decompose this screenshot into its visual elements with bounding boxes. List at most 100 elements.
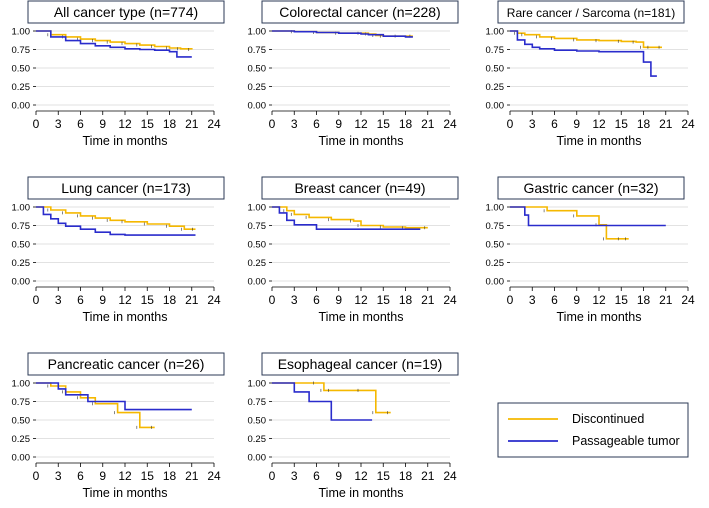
x-tick-label: 12 <box>118 293 132 307</box>
x-tick-label: 24 <box>443 469 457 483</box>
x-tick-label: 6 <box>77 117 84 131</box>
km-panel: Pancreatic cancer (n=26)0.000.250.500.75… <box>12 353 225 500</box>
x-axis-label: Time in months <box>557 134 642 148</box>
x-tick-label: 3 <box>291 469 298 483</box>
x-tick-label: 6 <box>313 117 320 131</box>
y-tick-label: 0.50 <box>12 240 31 251</box>
x-tick-label: 6 <box>77 293 84 307</box>
x-tick-label: 24 <box>681 117 695 131</box>
x-tick-label: 15 <box>141 117 155 131</box>
x-tick-label: 12 <box>354 293 368 307</box>
x-tick-label: 9 <box>335 469 342 483</box>
x-tick-label: 0 <box>33 293 40 307</box>
y-tick-label: 0.00 <box>12 453 31 464</box>
x-tick-label: 24 <box>681 293 695 307</box>
y-tick-label: 0.75 <box>248 221 267 232</box>
x-tick-label: 15 <box>377 117 391 131</box>
y-tick-label: 0.25 <box>12 258 31 269</box>
km-panel: Lung cancer (n=173) 0.00 0.25 0.50 0.75 1.00 0… <box>12 177 225 324</box>
x-tick-label: 18 <box>637 117 651 131</box>
panel-title: All cancer type (n=774) <box>54 4 198 20</box>
x-tick-label: 24 <box>207 293 221 307</box>
x-tick-label: 21 <box>185 293 199 307</box>
x-axis-label: Time in months <box>319 310 404 324</box>
y-tick-label: 0.50 <box>12 416 31 427</box>
y-tick-label: 0.25 <box>12 82 31 93</box>
x-tick-label: 15 <box>141 293 155 307</box>
y-tick-label: 1.00 <box>248 203 267 214</box>
x-axis-label: Time in months <box>319 134 404 148</box>
y-tick-label: 0.75 <box>12 45 31 56</box>
x-tick-label: 0 <box>269 469 276 483</box>
x-tick-label: 21 <box>421 117 435 131</box>
x-tick-label: 3 <box>529 117 536 131</box>
x-tick-label: 9 <box>335 117 342 131</box>
y-tick-label: 0.00 <box>248 277 267 288</box>
y-tick-label: 0.75 <box>486 45 505 56</box>
y-tick-label: 0.25 <box>248 258 267 269</box>
x-tick-label: 9 <box>573 117 580 131</box>
x-tick-label: 21 <box>421 469 435 483</box>
x-tick-label: 12 <box>592 293 606 307</box>
x-tick-label: 3 <box>529 293 536 307</box>
y-tick-label: 0.00 <box>248 453 267 464</box>
legend: Discontinued Passageable tumor <box>498 403 688 457</box>
panel-title: Breast cancer (n=49) <box>294 180 425 196</box>
y-tick-label: 1.00 <box>486 203 505 214</box>
x-tick-label: 18 <box>399 293 413 307</box>
y-tick-label: 0.00 <box>486 101 505 112</box>
panel-title: Esophageal cancer (n=19) <box>278 356 443 372</box>
y-tick-label: 0.50 <box>248 416 267 427</box>
series-line-passageable <box>510 31 657 76</box>
y-tick-label: 1.00 <box>248 379 267 390</box>
x-tick-label: 9 <box>99 117 106 131</box>
x-tick-label: 12 <box>354 469 368 483</box>
panel-title: Gastric cancer (n=32) <box>524 180 659 196</box>
y-tick-label: 0.25 <box>248 434 267 445</box>
x-tick-label: 3 <box>291 293 298 307</box>
x-tick-label: 15 <box>377 293 391 307</box>
y-tick-label: 0.00 <box>486 277 505 288</box>
x-tick-label: 15 <box>615 293 629 307</box>
panel-title: Rare cancer / Sarcoma (n=181) <box>507 6 675 20</box>
x-tick-label: 15 <box>615 117 629 131</box>
x-tick-label: 0 <box>507 117 514 131</box>
x-tick-label: 9 <box>573 293 580 307</box>
x-tick-label: 24 <box>207 117 221 131</box>
x-tick-label: 3 <box>55 293 62 307</box>
x-tick-label: 3 <box>291 117 298 131</box>
x-tick-label: 3 <box>55 117 62 131</box>
legend-label-discontinued: Discontinued <box>572 412 644 426</box>
x-tick-label: 21 <box>185 117 199 131</box>
x-tick-label: 24 <box>443 293 457 307</box>
y-tick-label: 0.75 <box>486 221 505 232</box>
y-tick-label: 0.00 <box>12 277 31 288</box>
panel-title: Colorectal cancer (n=228) <box>279 4 440 20</box>
y-tick-label: 0.50 <box>248 64 267 75</box>
x-tick-label: 12 <box>118 117 132 131</box>
y-tick-label: 0.50 <box>12 64 31 75</box>
km-panel: Breast cancer (n=49) 0.00 0.25 0.50 0.75 1.00… <box>248 177 459 324</box>
km-panel: Gastric cancer (n=32) 0.00 0.25 0.50 0.75 1.0… <box>486 177 695 324</box>
panel-title: Lung cancer (n=173) <box>61 180 191 196</box>
y-tick-label: 0.00 <box>12 101 31 112</box>
y-tick-label: 1.00 <box>248 27 267 38</box>
x-tick-label: 3 <box>55 469 62 483</box>
x-tick-label: 24 <box>443 117 457 131</box>
figure-canvas: All cancer type (n=774) 0.00 0.25 0.50 0.75 1… <box>0 0 709 508</box>
x-tick-label: 12 <box>354 117 368 131</box>
x-tick-label: 0 <box>507 293 514 307</box>
panel-title: Pancreatic cancer (n=26) <box>48 356 205 372</box>
y-tick-label: 0.50 <box>486 64 505 75</box>
x-tick-label: 21 <box>659 293 673 307</box>
x-tick-label: 12 <box>118 469 132 483</box>
x-axis-label: Time in months <box>557 310 642 324</box>
y-tick-label: 0.75 <box>248 45 267 56</box>
y-tick-label: 0.50 <box>486 240 505 251</box>
km-panel: Colorectal cancer (n=228) 0.00 0.25 0.50 0.7… <box>248 1 459 148</box>
y-tick-label: 0.75 <box>248 397 267 408</box>
x-tick-label: 18 <box>637 293 651 307</box>
x-axis-label: Time in months <box>83 134 168 148</box>
legend-label-passageable: Passageable tumor <box>572 434 680 448</box>
km-panel: All cancer type (n=774) 0.00 0.25 0.50 0.75 1… <box>12 1 225 148</box>
